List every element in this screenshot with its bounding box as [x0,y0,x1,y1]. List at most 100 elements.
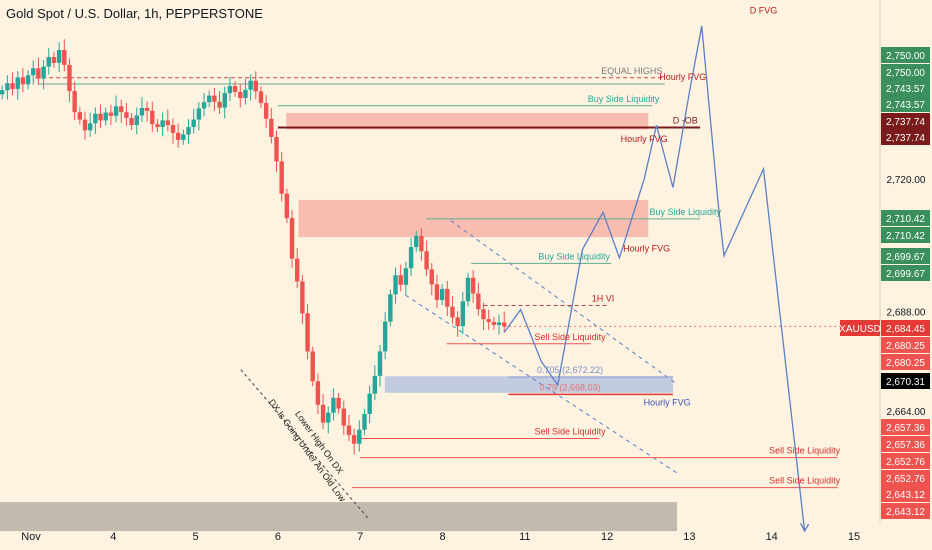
candle-body [129,117,134,125]
candle [87,112,93,137]
candle [289,210,295,269]
candle [72,81,77,120]
price-badge-label: 2,652.76 [886,474,925,485]
candle-body [279,161,284,194]
candle-body [460,301,466,327]
candle-body [263,103,269,119]
chart-title: Gold Spot / U.S. Dollar, 1h, PEPPERSTONE [6,6,263,21]
candle-body [181,134,186,140]
price-badge-label: 2,680.25 [886,358,925,369]
candle-body [248,80,253,90]
candle-body [222,93,227,108]
candle [119,99,124,123]
candle [62,39,67,72]
candle [129,112,134,130]
hourly-fvg-zone-2730 [286,112,649,130]
candle [25,70,31,90]
candle-body [315,381,321,405]
candle [15,70,20,100]
candle [362,408,367,435]
candle-body [434,284,440,301]
candle-body [170,124,176,133]
candle [258,86,264,108]
candle-body [491,322,497,325]
candle-body [20,77,26,85]
candle [388,289,393,327]
x-tick-label: 11 [519,531,530,543]
candle-body [357,429,362,444]
candle-body [403,268,409,285]
price-badge [881,64,930,80]
candle [481,302,486,330]
candle-body [414,235,419,248]
candle-body [476,293,481,310]
candle-body [108,112,114,116]
candle [238,83,243,108]
candle [134,107,139,135]
candle [450,295,455,324]
candle-body [253,80,258,92]
candle [341,400,346,435]
candle [103,107,108,126]
candle [108,104,114,126]
price-badge-label: 2,710.42 [886,231,925,242]
fib-0705-line-label: 0.705 (2,672.22) [537,365,603,375]
candle-body [326,412,331,423]
candle [93,107,98,135]
candle-body [377,351,383,376]
candle [393,267,398,304]
candle-body [175,132,181,140]
price-badge-label: 2,710.42 [886,214,925,225]
candle [496,314,502,335]
candle [51,52,57,68]
candle [20,68,26,93]
price-badge [881,354,930,370]
candle-body [62,50,67,65]
candle [113,95,119,123]
price-badge [881,47,930,63]
fib-079-line-label: 0.79 (2,668.03) [540,382,601,392]
candle-body [150,110,155,125]
candle-body [445,288,450,307]
candle-body [51,57,57,63]
trend-annotation-line [240,369,369,520]
candle-body [10,83,15,89]
candle-body [15,77,20,89]
candle [5,75,10,100]
candle-body [470,277,476,294]
price-badge [881,129,930,145]
sell-side-liquidity-line-2657-label: Sell Side Liquidity [535,427,607,437]
candle [217,91,222,114]
candle [326,406,331,434]
buy-side-liquidity-line-2737-label: Buy Side Liquidity [588,94,660,104]
candle-body [186,127,191,135]
candle-body [207,95,212,103]
candle [476,282,481,316]
price-badge [881,113,930,129]
candle [227,76,233,101]
candle [336,392,341,414]
candle [408,237,414,277]
price-badge [881,436,930,452]
candle [295,247,300,288]
candle-body [502,322,507,327]
candle [357,420,362,452]
price-badge-label: 2,670.31 [886,377,925,388]
candle-body [5,83,10,91]
candle-body [72,91,77,113]
bottom-grey-zone [0,502,678,532]
candle [419,228,424,261]
candle [196,101,202,131]
vi-1h-line-label: 1H VI [592,293,615,303]
candle [502,311,507,333]
candle [491,317,497,330]
candle-body [227,86,233,94]
price-badge-label: 2,737.74 [886,133,925,144]
candle [346,414,352,442]
candle [67,58,72,102]
candle [263,95,269,129]
candle-body [300,281,305,314]
candle [486,309,491,330]
candle [398,264,403,292]
